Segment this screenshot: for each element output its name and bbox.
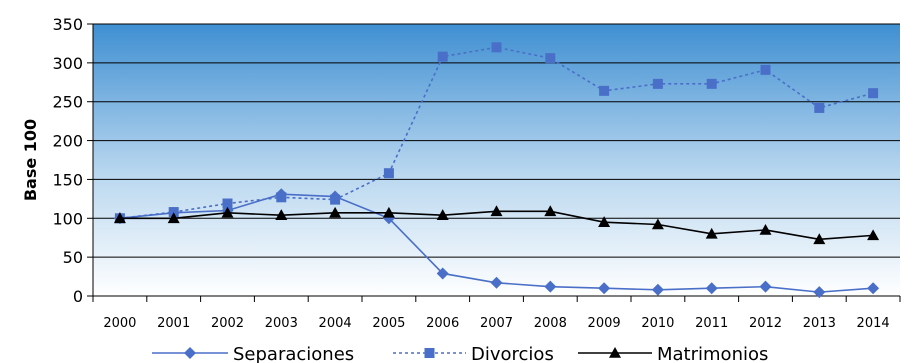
data-point-divorcios — [491, 42, 502, 53]
y-tick-label: 150 — [52, 170, 83, 189]
x-tick-label: 2013 — [803, 316, 836, 331]
data-point-divorcios — [760, 64, 771, 75]
x-tick-label: 2010 — [641, 316, 674, 331]
legend-label: Matrimonios — [657, 344, 768, 363]
x-tick-label: 2005 — [372, 316, 405, 331]
data-point-divorcios — [168, 207, 179, 218]
data-point-matrimonios — [221, 206, 234, 218]
x-tick-label: 2002 — [211, 316, 244, 331]
data-point-separaciones — [759, 280, 772, 293]
data-point-separaciones — [598, 282, 611, 295]
legend-label: Separaciones — [233, 344, 354, 363]
legend-label: Divorcios — [471, 344, 554, 363]
data-point-divorcios — [383, 168, 394, 179]
data-point-matrimonios — [651, 218, 664, 230]
data-point-matrimonios — [759, 223, 772, 235]
series-group — [113, 42, 880, 299]
plot-area — [93, 24, 900, 296]
x-tick-label: 2012 — [749, 316, 782, 331]
data-point-matrimonios — [382, 206, 395, 218]
legend-marker — [184, 347, 196, 359]
data-point-matrimonios — [598, 216, 611, 227]
legend-marker — [609, 347, 621, 358]
data-point-matrimonios — [113, 212, 126, 224]
gridlines — [87, 23, 900, 297]
data-point-matrimonios — [813, 233, 826, 245]
x-tick-label: 2000 — [103, 316, 136, 331]
data-point-separaciones — [651, 283, 664, 296]
legend-marker — [424, 348, 435, 358]
data-point-matrimonios — [544, 205, 557, 217]
data-point-matrimonios — [490, 205, 503, 217]
data-point-divorcios — [652, 78, 663, 89]
y-tick-labels: 0 50 100 150 200 250 300 350 — [52, 15, 83, 306]
data-point-matrimonios — [705, 227, 718, 239]
axes — [92, 24, 901, 302]
y-axis-label: Base 100 — [21, 119, 40, 201]
series-line-divorcios — [119, 46, 874, 220]
data-point-matrimonios — [329, 206, 342, 218]
data-point-separaciones — [490, 276, 503, 289]
x-tick-label: 2009 — [588, 316, 621, 331]
data-point-divorcios — [868, 88, 879, 99]
y-tick-label: 250 — [52, 93, 83, 112]
y-tick-label: 350 — [52, 15, 83, 34]
y-tick-label: 50 — [63, 248, 83, 267]
data-point-divorcios — [599, 85, 610, 96]
data-point-separaciones — [813, 286, 826, 299]
legend-item-separaciones: Separaciones — [152, 344, 354, 363]
data-point-separaciones — [705, 282, 718, 295]
y-tick-label: 300 — [52, 54, 83, 73]
data-point-divorcios — [222, 198, 233, 209]
x-tick-label: 2011 — [695, 316, 728, 331]
y-tick-label: 100 — [52, 209, 83, 228]
data-point-matrimonios — [436, 209, 449, 220]
data-point-divorcios — [706, 78, 717, 89]
x-tick-label: 2003 — [265, 316, 298, 331]
legend-item-matrimonios: Matrimonios — [578, 344, 768, 363]
legend: Separaciones Divorcios Matrimonios — [152, 344, 768, 363]
x-tick-label: 2001 — [157, 316, 190, 331]
data-point-matrimonios — [167, 212, 180, 224]
x-tick-label: 2006 — [426, 316, 459, 331]
x-tick-label: 2008 — [534, 316, 567, 331]
data-point-matrimonios — [867, 229, 880, 241]
data-point-separaciones — [436, 267, 449, 280]
data-point-divorcios — [545, 53, 556, 64]
data-point-matrimonios — [275, 209, 288, 220]
y-tick-label: 0 — [73, 287, 83, 306]
data-point-divorcios — [437, 51, 448, 62]
x-tick-label: 2007 — [480, 316, 513, 331]
x-tick-label: 2014 — [857, 316, 890, 331]
data-point-separaciones — [867, 282, 880, 295]
data-point-divorcios — [276, 192, 287, 203]
series-matrimonios — [113, 205, 880, 245]
legend-item-divorcios: Divorcios — [393, 344, 554, 363]
data-point-divorcios — [330, 194, 341, 205]
data-point-separaciones — [544, 280, 557, 293]
x-tick-label: 2004 — [319, 316, 352, 331]
y-tick-label: 200 — [52, 132, 83, 151]
data-point-divorcios — [814, 102, 825, 113]
x-tick-labels: 2000 2001 2002 2003 2004 2005 2006 2007 2008 2009… — [103, 316, 889, 331]
